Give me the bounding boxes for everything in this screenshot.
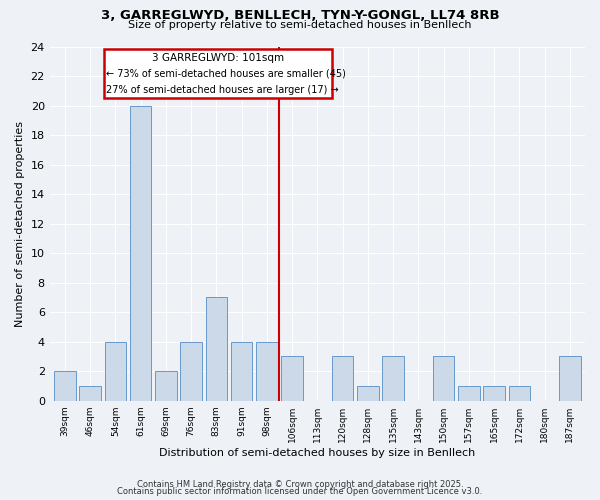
Text: 3, GARREGLWYD, BENLLECH, TYN-Y-GONGL, LL74 8RB: 3, GARREGLWYD, BENLLECH, TYN-Y-GONGL, LL…	[101, 9, 499, 22]
Bar	[458, 386, 479, 400]
FancyBboxPatch shape	[104, 50, 332, 98]
Text: Contains public sector information licensed under the Open Government Licence v3: Contains public sector information licen…	[118, 487, 482, 496]
Bar	[433, 356, 454, 401]
Bar	[206, 298, 227, 401]
Y-axis label: Number of semi-detached properties: Number of semi-detached properties	[15, 120, 25, 326]
Bar	[357, 386, 379, 400]
Text: ← 73% of semi-detached houses are smaller (45): ← 73% of semi-detached houses are smalle…	[106, 69, 346, 79]
Bar	[231, 342, 253, 400]
Bar	[332, 356, 353, 401]
Bar	[382, 356, 404, 401]
Bar	[130, 106, 151, 401]
X-axis label: Distribution of semi-detached houses by size in Benllech: Distribution of semi-detached houses by …	[159, 448, 475, 458]
Text: Size of property relative to semi-detached houses in Benllech: Size of property relative to semi-detach…	[128, 20, 472, 30]
Bar	[104, 342, 126, 400]
Text: Contains HM Land Registry data © Crown copyright and database right 2025.: Contains HM Land Registry data © Crown c…	[137, 480, 463, 489]
Text: 3 GARREGLWYD: 101sqm: 3 GARREGLWYD: 101sqm	[152, 52, 284, 62]
Text: 27% of semi-detached houses are larger (17) →: 27% of semi-detached houses are larger (…	[106, 85, 339, 95]
Bar	[484, 386, 505, 400]
Bar	[79, 386, 101, 400]
Bar	[559, 356, 581, 401]
Bar	[281, 356, 303, 401]
Bar	[181, 342, 202, 400]
Bar	[155, 371, 176, 400]
Bar	[54, 371, 76, 400]
Bar	[509, 386, 530, 400]
Bar	[256, 342, 278, 400]
